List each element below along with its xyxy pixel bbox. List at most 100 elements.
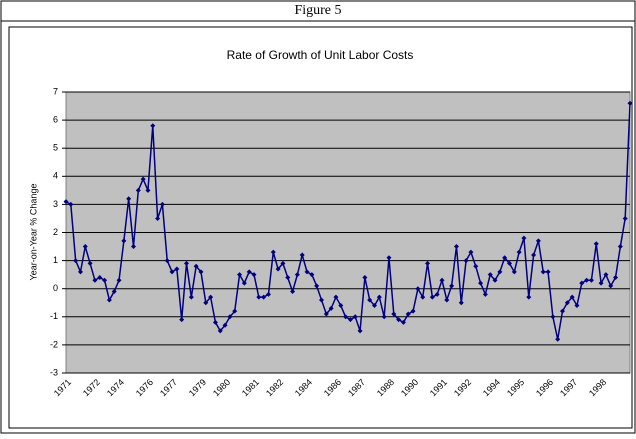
data-marker xyxy=(208,294,214,300)
data-marker xyxy=(159,201,165,207)
data-marker xyxy=(410,308,416,314)
y-tick-label: 6 xyxy=(53,114,58,124)
data-marker xyxy=(222,322,228,328)
data-marker xyxy=(203,300,209,306)
data-marker xyxy=(444,297,450,303)
data-marker xyxy=(140,176,146,182)
data-marker xyxy=(212,319,218,325)
data-marker xyxy=(304,269,310,275)
data-marker xyxy=(155,215,161,221)
data-marker xyxy=(396,317,402,323)
data-marker xyxy=(376,294,382,300)
data-marker xyxy=(579,280,585,286)
data-line xyxy=(65,103,631,340)
data-marker xyxy=(314,283,320,289)
data-marker xyxy=(241,280,247,286)
data-marker xyxy=(290,289,296,295)
data-marker xyxy=(357,328,363,334)
data-marker xyxy=(526,294,532,300)
y-tick-label: -1 xyxy=(50,311,58,321)
data-marker xyxy=(608,283,614,289)
data-marker xyxy=(545,269,551,275)
y-tick-label: 7 xyxy=(53,86,58,96)
y-tick-label: 3 xyxy=(53,199,58,209)
data-marker xyxy=(126,196,132,202)
data-marker xyxy=(555,336,561,342)
data-marker xyxy=(92,277,98,283)
data-marker xyxy=(111,289,117,295)
data-marker xyxy=(415,286,421,292)
data-marker xyxy=(77,269,83,275)
data-marker xyxy=(198,269,204,275)
data-marker xyxy=(261,294,267,300)
y-tick-label: 1 xyxy=(53,255,58,265)
data-marker xyxy=(511,269,517,275)
data-marker xyxy=(87,260,93,266)
data-marker xyxy=(506,260,512,266)
data-marker xyxy=(588,277,594,283)
data-marker xyxy=(473,263,479,269)
data-marker xyxy=(593,241,599,247)
data-marker xyxy=(232,308,238,314)
data-marker xyxy=(68,201,74,207)
data-marker xyxy=(102,277,108,283)
data-marker xyxy=(463,258,469,264)
data-marker xyxy=(574,303,580,309)
data-marker xyxy=(130,244,136,250)
y-tick-label: 5 xyxy=(53,143,58,153)
data-marker xyxy=(179,317,185,323)
data-marker xyxy=(251,272,257,278)
data-marker xyxy=(439,277,445,283)
data-marker xyxy=(449,283,455,289)
data-marker xyxy=(497,269,503,275)
data-marker xyxy=(584,277,590,283)
y-tick-label: 4 xyxy=(53,171,58,181)
data-marker xyxy=(550,314,556,320)
data-marker xyxy=(145,187,151,193)
data-marker xyxy=(184,260,190,266)
y-tick-label: -2 xyxy=(50,339,58,349)
data-marker xyxy=(386,255,392,261)
data-marker xyxy=(458,300,464,306)
data-marker xyxy=(429,294,435,300)
data-marker xyxy=(63,199,69,205)
data-marker xyxy=(372,303,378,309)
data-marker xyxy=(482,291,488,297)
data-marker xyxy=(598,280,604,286)
data-marker xyxy=(338,303,344,309)
data-marker xyxy=(362,274,368,280)
data-marker xyxy=(150,123,156,129)
data-marker xyxy=(106,297,112,303)
data-marker xyxy=(217,328,223,334)
data-marker xyxy=(535,238,541,244)
data-marker xyxy=(391,311,397,317)
y-tick-label: 0 xyxy=(53,283,58,293)
data-marker xyxy=(531,252,537,258)
data-marker xyxy=(492,277,498,283)
data-marker xyxy=(347,317,353,323)
chart-title: Rate of Growth of Unit Labor Costs xyxy=(227,48,414,62)
data-marker xyxy=(188,294,194,300)
data-marker xyxy=(333,294,339,300)
data-marker xyxy=(617,244,623,250)
data-marker xyxy=(487,272,493,278)
data-marker xyxy=(560,308,566,314)
data-marker xyxy=(352,314,358,320)
data-marker xyxy=(256,294,262,300)
data-marker xyxy=(434,291,440,297)
data-marker xyxy=(237,272,243,278)
data-marker xyxy=(323,311,329,317)
data-marker xyxy=(569,294,575,300)
data-marker xyxy=(73,258,79,264)
data-marker xyxy=(453,244,459,250)
data-marker xyxy=(468,249,474,255)
data-marker xyxy=(328,305,334,311)
data-marker xyxy=(275,266,281,272)
data-marker xyxy=(400,319,406,325)
y-axis-label: Year-on-Year % Change xyxy=(28,184,38,281)
data-marker xyxy=(285,274,291,280)
data-marker xyxy=(82,244,88,250)
data-marker xyxy=(521,235,527,241)
